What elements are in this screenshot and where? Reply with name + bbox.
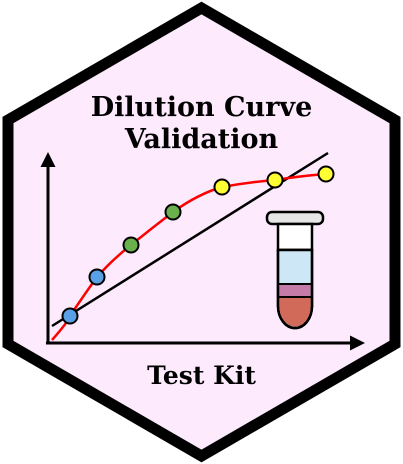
tube-outline [276,250,314,330]
tube-sediment [279,297,311,327]
data-point-4 [164,203,182,221]
footer-label: Test Kit [147,361,256,390]
data-point-7 [317,165,335,183]
data-point-1 [61,307,79,325]
tube-neck [276,222,314,252]
data-point-6 [266,171,284,189]
tube-cap [265,210,325,226]
title-line-2: Validation [124,124,279,155]
tube-band [279,284,311,297]
data-point-2 [88,268,106,286]
data-point-3 [122,236,140,254]
title-line-1: Dilution Curve [91,92,313,123]
data-point-5 [213,178,231,196]
tube-liquid [279,250,311,284]
test-tube-icon [265,210,325,330]
line-chart-icon [40,151,365,351]
